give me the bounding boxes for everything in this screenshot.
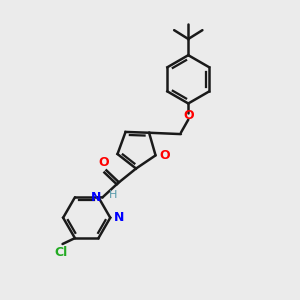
Text: O: O	[159, 149, 170, 162]
Text: N: N	[114, 211, 125, 224]
Text: O: O	[183, 109, 194, 122]
Text: H: H	[109, 190, 117, 200]
Text: N: N	[91, 191, 101, 204]
Text: Cl: Cl	[55, 246, 68, 260]
Text: O: O	[98, 155, 109, 169]
